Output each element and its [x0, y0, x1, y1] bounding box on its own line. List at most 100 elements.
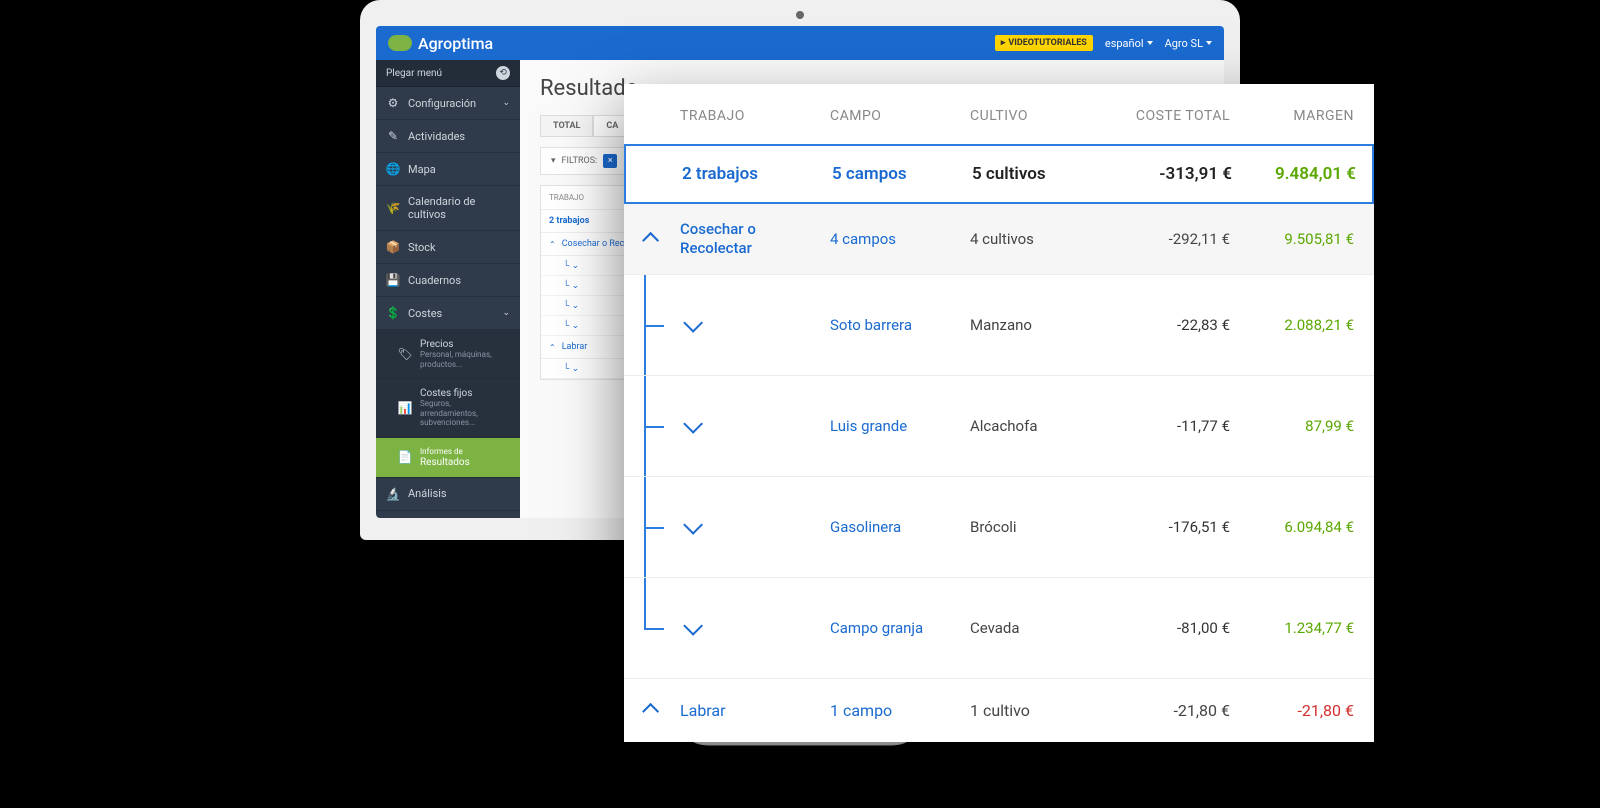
sidebar-sublabel: Personal, máquinas, productos...	[420, 350, 510, 369]
col-coste: COSTE TOTAL	[1100, 108, 1250, 124]
group-cultivo: 1 cultivo	[970, 701, 1100, 720]
mini-row-label: Cosechar o Recol	[562, 239, 632, 249]
pencil-icon: ✎	[386, 129, 400, 143]
sidebar-label: Costes fijos	[420, 388, 510, 399]
caret-down-icon	[1206, 41, 1212, 45]
row-coste: -11,77 €	[1100, 417, 1250, 435]
report-icon: 📄	[398, 450, 412, 464]
collapse-toggle[interactable]	[624, 704, 680, 716]
sidebar-item-prices[interactable]: 🏷 Precios Personal, máquinas, productos.…	[376, 330, 520, 379]
detail-row[interactable]: Campo granjaCevada-81,00 €1.234,77 €	[624, 578, 1374, 679]
globe-icon: 🌐	[386, 162, 400, 176]
group-title: Labrar	[680, 701, 830, 720]
row-cultivo: Alcachofa	[970, 417, 1100, 435]
account-label: Agro SL	[1165, 37, 1203, 50]
total-coste: -313,91 €	[1102, 164, 1252, 184]
account-dropdown[interactable]: Agro SL	[1165, 37, 1212, 50]
sidebar-label: Actividades	[408, 130, 465, 143]
row-cultivo: Manzano	[970, 316, 1100, 334]
expand-toggle[interactable]	[680, 621, 730, 635]
sidebar-item-analysis[interactable]: 🔬 Análisis	[376, 478, 520, 511]
total-cultivo: 5 cultivos	[972, 164, 1102, 184]
row-coste: -81,00 €	[1100, 619, 1250, 637]
sidebar-fold-toggle[interactable]: Plegar menú ⟲	[376, 60, 520, 87]
sidebar-item-fixed-costs[interactable]: 📊 Costes fijos Seguros, arrendamientos, …	[376, 379, 520, 438]
sidebar-item-activities[interactable]: ✎ Actividades	[376, 120, 520, 153]
sidebar-label: Configuración	[408, 97, 476, 110]
group-cultivo: 4 cultivos	[970, 230, 1100, 248]
sidebar-item-costs[interactable]: 💲 Costes ⌄	[376, 297, 520, 330]
videotutorials-button[interactable]: ▸ VIDEOTUTORIALES	[995, 35, 1093, 51]
col-campo: CAMPO	[830, 108, 970, 124]
total-campo: 5 campos	[832, 164, 972, 184]
group-cosechar[interactable]: Cosechar o Recolectar 4 campos 4 cultivo…	[624, 204, 1374, 275]
row-campo: Gasolinera	[830, 518, 970, 536]
results-detail-card: TRABAJO CAMPO CULTIVO COSTE TOTAL MARGEN…	[624, 84, 1374, 742]
expand-toggle[interactable]	[680, 318, 730, 332]
sidebar-label: Resultados	[420, 457, 470, 468]
videotutorials-label: VIDEOTUTORIALES	[1008, 38, 1087, 48]
group-margen: -21,80 €	[1250, 701, 1374, 720]
header-right: ▸ VIDEOTUTORIALES español Agro SL	[995, 35, 1212, 51]
row-cultivo: Brócoli	[970, 518, 1100, 536]
brand-logo[interactable]: Agroptima	[388, 34, 493, 53]
chart-icon: 📊	[398, 401, 412, 415]
table-header: TRABAJO CAMPO CULTIVO COSTE TOTAL MARGEN	[624, 84, 1374, 144]
brand-name: Agroptima	[418, 34, 493, 53]
sidebar-prelabel: Informes de	[420, 447, 470, 457]
crop-icon: 🌾	[386, 201, 400, 215]
expand-toggle[interactable]	[680, 419, 730, 433]
group-campo: 4 campos	[830, 230, 970, 248]
tree-connector	[644, 396, 680, 456]
sidebar-item-results[interactable]: 📄 Informes de Resultados	[376, 438, 520, 478]
row-cultivo: Cevada	[970, 619, 1100, 637]
chevron-down-icon	[683, 615, 703, 635]
mini-row-label: Labrar	[562, 342, 588, 352]
tree-connector	[644, 497, 680, 557]
sidebar-item-config[interactable]: ⚙ Configuración ⌄	[376, 87, 520, 120]
row-campo: Soto barrera	[830, 316, 970, 334]
sidebar-label: Precios	[420, 339, 510, 350]
chevron-up-icon: ⌃	[549, 240, 556, 249]
filters-label: FILTROS:	[562, 156, 598, 166]
row-campo: Campo granja	[830, 619, 970, 637]
money-icon: 💲	[386, 306, 400, 320]
sidebar-item-stock[interactable]: 📦 Stock	[376, 231, 520, 264]
group-labrar[interactable]: Labrar 1 campo 1 cultivo -21,80 € -21,80…	[624, 679, 1374, 742]
total-margen: 9.484,01 €	[1252, 164, 1376, 184]
row-margen: 1.234,77 €	[1250, 619, 1374, 637]
row-margen: 6.094,84 €	[1250, 518, 1374, 536]
filter-icon: ▾	[551, 156, 556, 166]
chevron-down-icon	[683, 312, 703, 332]
tree-connector	[644, 295, 680, 355]
detail-row[interactable]: Luis grandeAlcachofa-11,77 €87,99 €	[624, 376, 1374, 477]
tab-total[interactable]: TOTAL	[540, 115, 593, 137]
microscope-icon: 🔬	[386, 487, 400, 501]
sidebar-item-notebooks[interactable]: 💾 Cuadernos	[376, 264, 520, 297]
language-dropdown[interactable]: español	[1105, 37, 1153, 50]
play-icon: ▸	[1001, 38, 1006, 48]
col-cultivo: CULTIVO	[970, 108, 1100, 124]
chevron-up-icon: ⌃	[549, 343, 556, 352]
sidebar-label: Cuadernos	[408, 274, 461, 287]
sidebar-sublabel: Seguros, arrendamientos, subvenciones...	[420, 399, 510, 428]
clear-filter-button[interactable]: ×	[603, 154, 617, 168]
expand-toggle[interactable]	[680, 520, 730, 534]
detail-row[interactable]: GasolineraBrócoli-176,51 €6.094,84 €	[624, 477, 1374, 578]
collapse-toggle[interactable]	[624, 233, 680, 245]
chevron-down-icon	[683, 413, 703, 433]
chevron-up-icon	[642, 703, 659, 720]
fold-icon: ⟲	[496, 66, 510, 80]
row-margen: 87,99 €	[1250, 417, 1374, 435]
totals-row: 2 trabajos 5 campos 5 cultivos -313,91 €…	[624, 144, 1374, 204]
row-coste: -22,83 €	[1100, 316, 1250, 334]
group-coste: -292,11 €	[1100, 230, 1250, 248]
chevron-down-icon: ⌄	[502, 98, 510, 108]
sidebar-item-calendar[interactable]: 🌾 Calendario de cultivos	[376, 186, 520, 231]
group1-rows: Soto barreraManzano-22,83 €2.088,21 €Lui…	[624, 275, 1374, 679]
chevron-down-icon	[683, 514, 703, 534]
sidebar-item-map[interactable]: 🌐 Mapa	[376, 153, 520, 186]
save-icon: 💾	[386, 273, 400, 287]
detail-row[interactable]: Soto barreraManzano-22,83 €2.088,21 €	[624, 275, 1374, 376]
sidebar-label: Costes	[408, 307, 442, 320]
